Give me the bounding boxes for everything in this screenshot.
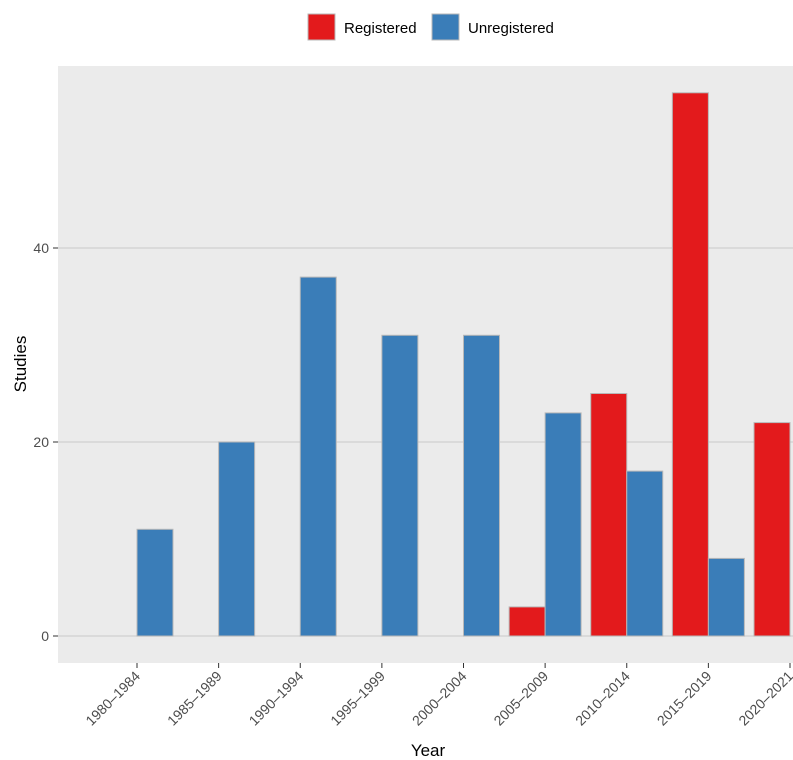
x-tick-label: 2005–2009 — [490, 668, 551, 729]
y-tick-label: 40 — [33, 240, 49, 256]
y-axis-title: Studies — [11, 336, 30, 393]
bars — [136, 92, 791, 637]
legend-swatch-registered — [307, 13, 336, 41]
legend: Registered Unregistered — [307, 13, 554, 41]
x-axis-ticks: 1980–1984 1985–1989 1990–1994 1995–1999 2000… — [82, 663, 793, 729]
x-tick-label: 2010–2014 — [572, 668, 633, 729]
x-tick-label: 1985–1989 — [164, 668, 225, 729]
legend-swatch-unregistered — [431, 13, 460, 41]
y-axis-ticks: 0 20 40 — [33, 240, 58, 644]
x-tick-label: 1980–1984 — [82, 668, 143, 729]
bar-unregistered-6 — [544, 412, 582, 637]
bar-unregistered-8 — [707, 557, 745, 637]
bar-registered-7 — [590, 393, 628, 637]
x-tick-label: 2000–2004 — [409, 668, 470, 729]
bar-registered-9 — [753, 422, 791, 637]
x-tick-label: 1990–1994 — [246, 668, 307, 729]
bar-unregistered-5 — [463, 334, 500, 637]
bar-unregistered-3 — [299, 276, 337, 637]
y-tick-label: 20 — [33, 434, 49, 450]
x-tick-label: 1995–1999 — [327, 668, 388, 729]
x-axis-title: Year — [411, 741, 446, 760]
bar-registered-6 — [508, 606, 546, 637]
legend-label-registered: Registered — [344, 20, 417, 37]
bar-unregistered-4 — [381, 334, 419, 637]
bar-registered-8 — [671, 92, 709, 637]
bar-unregistered-1 — [136, 528, 174, 637]
legend-label-unregistered: Unregistered — [468, 20, 554, 37]
x-tick-label: 2020–2021 — [735, 668, 793, 729]
plot-panel — [58, 66, 793, 663]
bar-unregistered-7 — [626, 470, 664, 637]
bar-unregistered-2 — [218, 441, 256, 637]
gridlines — [58, 247, 793, 637]
y-tick-label: 0 — [41, 628, 49, 644]
x-tick-label: 2015–2019 — [654, 668, 715, 729]
